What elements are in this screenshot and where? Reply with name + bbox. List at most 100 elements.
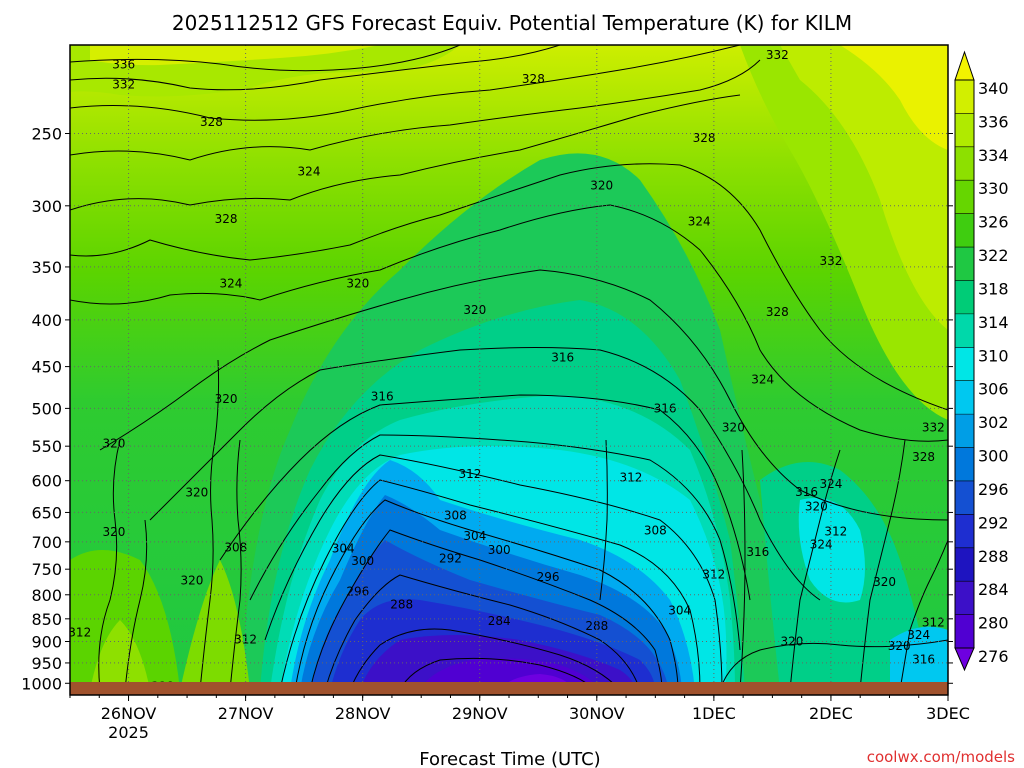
contour-label: 328 (912, 450, 935, 464)
contour-label: 304 (668, 603, 691, 617)
contour-lines (70, 45, 948, 691)
contour-label: 312 (922, 616, 945, 630)
upper-right-warm-region (740, 45, 948, 420)
x-tick-sublabel: 2025 (108, 723, 149, 742)
contour-label: 316 (912, 653, 935, 667)
contour-label: 316 (371, 389, 394, 403)
x-tick-label: 1DEC (692, 704, 736, 723)
contour-label: 308 (644, 523, 667, 537)
contour-label: 320 (102, 436, 125, 450)
colorbar-label: 322 (978, 246, 1009, 265)
contour-label: 288 (390, 598, 413, 612)
colorbar-label: 330 (978, 179, 1009, 198)
contour-label: 324 (810, 538, 833, 552)
contour-label: 296 (346, 584, 369, 598)
colorbar-swatch (955, 380, 974, 415)
y-tick-label: 600 (31, 472, 62, 491)
colorbar-top-arrow (954, 50, 975, 81)
colorbar-swatch (955, 514, 974, 549)
colorbar-label: 334 (978, 146, 1009, 165)
contour-label: 328 (766, 305, 789, 319)
contour-label: 312 (459, 467, 482, 481)
y-tick-label: 950 (31, 654, 62, 673)
colorbar-swatch (955, 480, 974, 515)
colorbar-swatch (955, 581, 974, 616)
colorbar-label: 280 (978, 614, 1009, 633)
contour-label: 320 (185, 485, 208, 499)
colorbar-label: 318 (978, 279, 1009, 298)
contour-label: 312 (702, 567, 725, 581)
colorbar-swatch (955, 313, 974, 348)
contour-label: 304 (332, 542, 355, 556)
contour-label: 320 (722, 421, 745, 435)
y-tick-label: 500 (31, 399, 62, 418)
y-axis: 250 300 350 400 450 500 550 600 650 700 750 800 850 9… (21, 124, 953, 693)
contour-label: 312 (234, 632, 257, 646)
contour-label: 308 (444, 508, 467, 522)
colorbar-swatch (955, 547, 974, 582)
contour-label: 320 (346, 277, 369, 291)
colorbar-label: 306 (978, 380, 1009, 399)
contour-label: 312 (619, 470, 642, 484)
colorbar-label: 336 (978, 112, 1009, 131)
x-tick-label: 28NOV (335, 704, 391, 723)
contour-label: 324 (298, 164, 321, 178)
contour-label: 312 (824, 524, 847, 538)
y-tick-label: 700 (31, 533, 62, 552)
contour-label: 300 (488, 543, 511, 557)
colorbar-label: 292 (978, 513, 1009, 532)
contour-label: 324 (220, 277, 243, 291)
y-tick-label: 450 (31, 358, 62, 377)
contour-label: 332 (922, 421, 945, 435)
colorbar-swatch (955, 146, 974, 181)
chart-title: 2025112512 GFS Forecast Equiv. Potential… (172, 11, 852, 35)
colorbar-swatch (955, 347, 974, 382)
y-tick-label: 550 (31, 437, 62, 456)
contour-label: 316 (654, 401, 677, 415)
contour-label: 320 (590, 178, 613, 192)
colorbar-label: 288 (978, 547, 1009, 566)
x-tick-label: 30NOV (569, 704, 625, 723)
contour-label: 320 (888, 639, 911, 653)
y-tick-label: 250 (31, 124, 62, 143)
colorbar-swatch (955, 180, 974, 215)
x-tick-label: 2DEC (809, 704, 853, 723)
contour-label: 324 (751, 373, 774, 387)
colorbar-label: 276 (978, 647, 1009, 666)
colorbar-label: 300 (978, 447, 1009, 466)
contour-label: 320 (873, 575, 896, 589)
contour-label: 324 (907, 628, 930, 642)
contour-label: 320 (805, 499, 828, 513)
y-tick-label: 1000 (21, 674, 62, 693)
colorbar-swatch (955, 614, 974, 649)
contour-label: 312 (68, 626, 91, 640)
colorbar-label: 296 (978, 480, 1009, 499)
contour-label: 316 (551, 351, 574, 365)
colorbar-swatch (955, 247, 974, 281)
contour-label: 328 (522, 72, 545, 86)
contour-label: 292 (439, 551, 462, 565)
y-tick-label: 400 (31, 311, 62, 330)
x-tick-label: 3DEC (926, 704, 970, 723)
contour-label: 332 (112, 78, 135, 92)
y-tick-label: 650 (31, 503, 62, 522)
colorbar-label: 302 (978, 413, 1009, 432)
contour-label: 324 (819, 477, 842, 491)
y-tick-label: 800 (31, 586, 62, 605)
contour-label: 304 (463, 529, 486, 543)
y-tick-label: 300 (31, 197, 62, 216)
y-tick-label: 850 (31, 610, 62, 629)
y-tick-label: 750 (31, 560, 62, 579)
colorbar-label: 314 (978, 313, 1009, 332)
x-tick-label: 29NOV (452, 704, 508, 723)
x-tick-label: 26NOV (101, 704, 157, 723)
y-tick-label: 350 (31, 258, 62, 277)
colorbar-label: 284 (978, 580, 1009, 599)
colorbar-swatch (955, 414, 974, 449)
ground-bar (70, 682, 948, 695)
contour-label: 328 (693, 131, 716, 145)
x-tick-label: 27NOV (218, 704, 274, 723)
contour-label: 284 (488, 614, 511, 628)
